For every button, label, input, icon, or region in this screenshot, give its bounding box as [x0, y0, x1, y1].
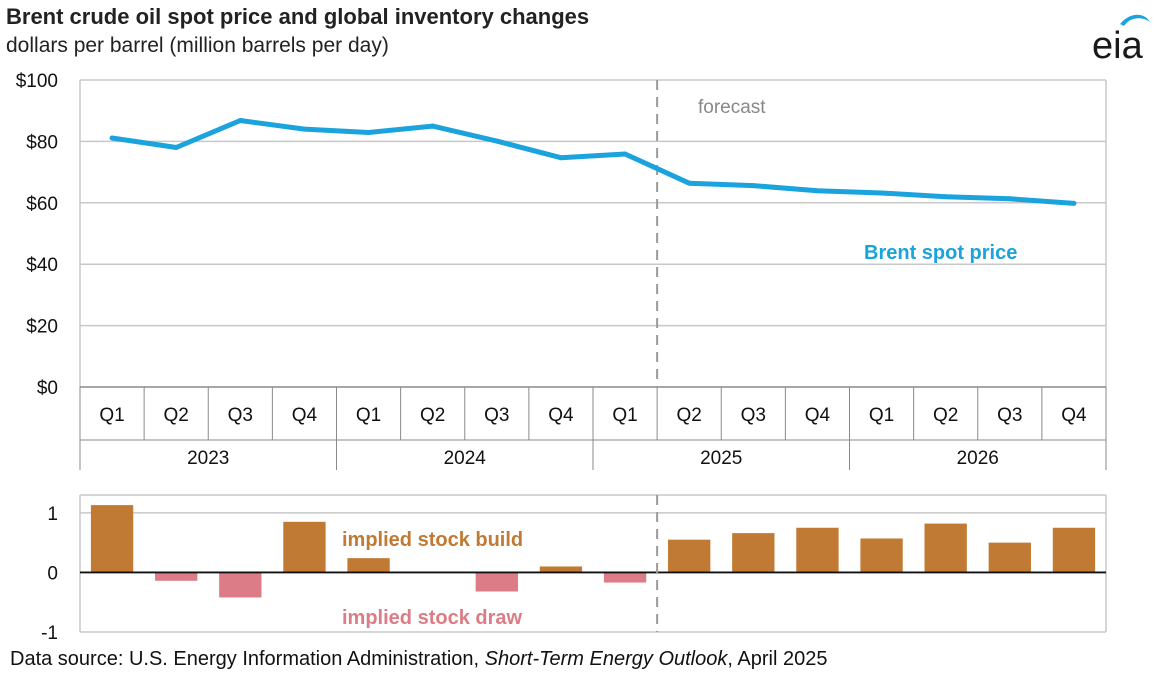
bar-stock-build: [90, 505, 134, 573]
x-tick-label: Q2: [677, 405, 702, 426]
chart-title: Brent crude oil spot price and global in…: [6, 4, 590, 29]
y-tick-label: $40: [26, 255, 58, 276]
data-source: Data source: U.S. Energy Information Adm…: [10, 648, 827, 671]
x-tick-label: Q3: [741, 405, 766, 426]
series-label-brent-spot-price: Brent spot price: [864, 242, 1017, 264]
data-point: [558, 155, 564, 161]
data-point: [366, 129, 372, 135]
data-point: [943, 194, 949, 200]
x-tick-label: Q4: [805, 405, 831, 426]
annotation-implied-stock-draw: implied stock draw: [342, 607, 522, 629]
bar-stock-draw: [475, 572, 518, 592]
source-prefix: Data source: U.S. Energy Information Adm…: [10, 648, 485, 670]
y-tick-label: $20: [26, 317, 58, 338]
bar-stock-build: [668, 539, 711, 573]
bar-stock-build: [1052, 527, 1096, 573]
data-point: [750, 183, 756, 189]
eia-logo-swoosh: [1120, 14, 1150, 26]
data-point: [494, 138, 500, 144]
y-tick-label: $100: [16, 71, 58, 92]
x-tick-label: Q2: [420, 405, 445, 426]
data-point: [237, 118, 243, 124]
source-title: Short-Term Energy Outlook: [484, 648, 728, 670]
data-point: [879, 190, 885, 196]
data-point: [1007, 196, 1013, 202]
annotation-implied-stock-build: implied stock build: [342, 529, 523, 551]
bar-stock-build: [283, 521, 326, 573]
source-suffix: , April 2025: [727, 648, 828, 670]
y-tick-label: $80: [26, 132, 58, 153]
data-point: [686, 180, 692, 186]
bar-stock-draw: [603, 572, 647, 583]
bar-stock-build: [924, 523, 967, 573]
x-tick-label: Q1: [612, 405, 637, 426]
bar-stock-build: [732, 533, 775, 573]
x-tick-label: Q3: [484, 405, 509, 426]
bar-stock-build: [539, 566, 583, 573]
year-label: 2023: [187, 448, 229, 469]
x-tick-label: Q4: [548, 405, 574, 426]
bar-stock-build: [347, 558, 390, 573]
x-tick-label: Q1: [356, 405, 381, 426]
bar-stock-draw: [219, 572, 262, 598]
eia-logo-text: eia: [1092, 25, 1144, 64]
data-point: [814, 188, 820, 194]
data-point: [622, 151, 628, 157]
y-tick-label: -1: [41, 623, 58, 644]
x-tick-label: Q3: [228, 405, 253, 426]
bar-stock-build: [988, 542, 1031, 573]
data-point: [109, 135, 115, 141]
x-tick-label: Q1: [869, 405, 894, 426]
x-tick-label: Q4: [1061, 405, 1087, 426]
x-tick-label: Q2: [933, 405, 958, 426]
forecast-label: forecast: [698, 97, 766, 118]
series-line-brent-spot-price: [111, 118, 1075, 206]
y-tick-label: $60: [26, 194, 58, 215]
y-tick-label: $0: [37, 378, 58, 399]
bar-stock-build: [796, 527, 839, 573]
x-tick-label: Q1: [99, 405, 124, 426]
x-tick-label: Q2: [164, 405, 189, 426]
bar-stock-build: [860, 538, 903, 573]
data-point: [1071, 200, 1077, 206]
y-tick-label: 0: [47, 563, 58, 584]
bar-stock-draw: [155, 572, 198, 581]
year-label: 2024: [444, 448, 487, 469]
x-tick-label: Q4: [292, 405, 318, 426]
data-point: [301, 126, 307, 132]
data-point: [430, 123, 436, 129]
eia-logo: eia: [1092, 14, 1150, 64]
x-tick-label: Q3: [997, 405, 1022, 426]
year-label: 2026: [957, 448, 999, 469]
chart-subtitle: dollars per barrel (million barrels per …: [6, 34, 389, 57]
data-point: [173, 145, 179, 151]
y-tick-label: 1: [47, 504, 58, 525]
year-label: 2025: [700, 448, 742, 469]
